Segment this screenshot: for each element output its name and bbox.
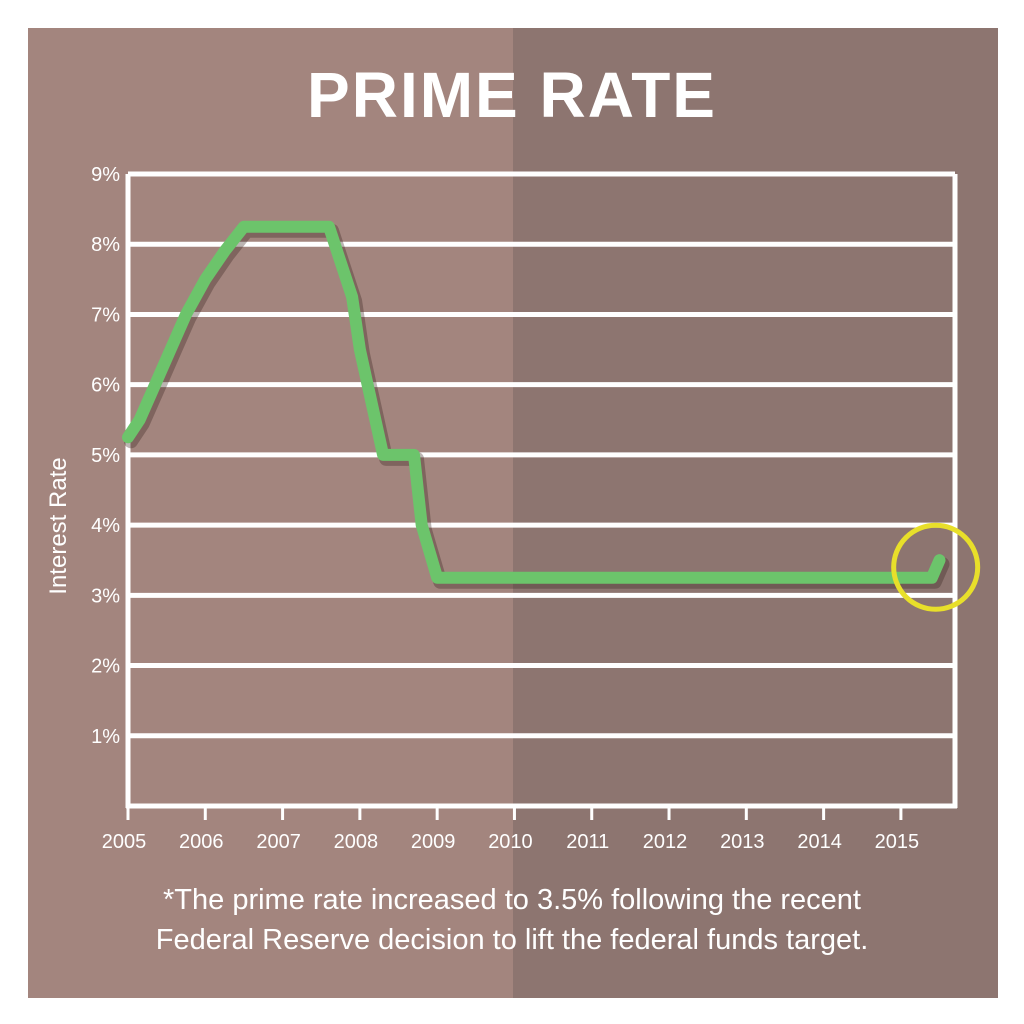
y-tick-label: 6% (91, 375, 120, 397)
y-tick-label: 8% (91, 234, 120, 256)
x-tick-label: 2015 (875, 831, 920, 853)
annotation-layer (891, 522, 981, 612)
y-tick-label: 5% (91, 445, 120, 467)
grid (125, 171, 958, 809)
y-axis-label: Interest Rate (45, 457, 72, 594)
footnote: *The prime rate increased to 3.5% follow… (60, 880, 964, 960)
series-line (122, 220, 946, 584)
x-tick-label: 2007 (256, 831, 301, 853)
y-tick-label: 1% (91, 726, 120, 748)
x-tick-label: 2012 (643, 831, 688, 853)
y-tick-label: 3% (91, 585, 120, 607)
y-tick-label: 4% (91, 515, 120, 537)
x-tick-label: 2013 (720, 831, 765, 853)
footnote-line-1: *The prime rate increased to 3.5% follow… (163, 884, 861, 916)
x-tick-label: 2006 (179, 831, 224, 853)
panel-background-right (513, 28, 998, 998)
x-tick-label: 2011 (566, 831, 609, 853)
x-tick-label: 2009 (411, 831, 456, 853)
y-tick-label: 7% (91, 304, 120, 326)
y-tick-label: 2% (91, 656, 120, 678)
chart-panel (28, 28, 998, 998)
x-tick-label: 2005 (102, 831, 147, 853)
highlight-circle (891, 522, 981, 612)
series-line-shadow (124, 223, 950, 589)
x-axis-ticks: 2005 2006 2007 2008 2009 2010 2011 2012 2013 2014… (102, 806, 919, 853)
series-layer (122, 220, 950, 589)
x-tick-label: 2010 (488, 831, 533, 853)
y-tick-label: 9% (91, 164, 120, 186)
chart-title: PRIME RATE (307, 59, 717, 131)
x-tick-label: 2008 (334, 831, 379, 853)
x-tick-label: 2014 (797, 831, 842, 853)
panel-background-left (28, 28, 513, 998)
y-axis-ticks: 1% 2% 3% 4% 5% 6% 7% 8% 9% (91, 164, 120, 748)
footnote-line-2: Federal Reserve decision to lift the fed… (155, 924, 869, 956)
